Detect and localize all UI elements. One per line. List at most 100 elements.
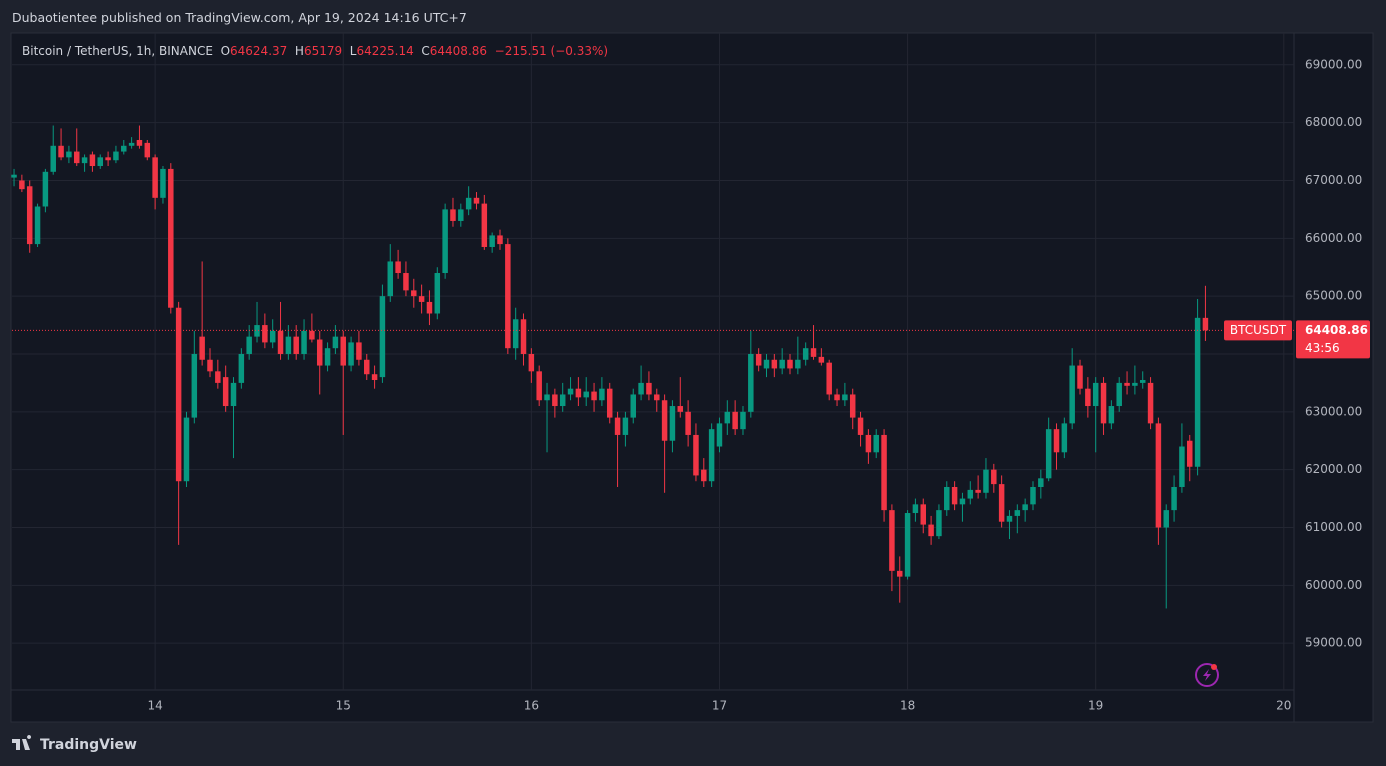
- y-tick-label: 65000.00: [1305, 289, 1362, 303]
- candle-body: [544, 394, 550, 401]
- candle-body: [254, 325, 260, 337]
- price-tag-value: 64408.86: [1305, 323, 1368, 337]
- ohlc-label: O: [220, 44, 231, 58]
- candle-body: [136, 139, 143, 146]
- candle-body: [277, 330, 284, 354]
- symbol-tag: [1224, 320, 1292, 341]
- candle-body: [991, 469, 997, 485]
- y-tick-label: 63000.00: [1305, 404, 1362, 418]
- candle-body: [230, 382, 237, 407]
- candle-body: [944, 487, 950, 511]
- y-tick-label: 68000.00: [1305, 115, 1362, 129]
- candle-body: [936, 510, 942, 537]
- candle-body: [536, 371, 542, 401]
- publisher: Dubaotientee published on TradingView.co…: [12, 10, 467, 25]
- candle-body: [262, 325, 268, 343]
- candle-body: [73, 151, 80, 164]
- candle-body: [567, 388, 574, 395]
- candle-body: [1022, 504, 1028, 511]
- candle-body: [1202, 317, 1209, 331]
- candle-body: [622, 417, 629, 435]
- candle-body: [215, 371, 221, 383]
- candle-body: [983, 469, 989, 493]
- candle-body: [951, 487, 958, 505]
- candle-body: [1100, 382, 1107, 424]
- candle-body: [207, 359, 213, 372]
- candle-body: [418, 296, 425, 302]
- candle-body: [364, 359, 370, 375]
- candle-body: [113, 151, 119, 161]
- candle-body: [1187, 440, 1193, 467]
- candle-body: [26, 186, 33, 245]
- candle-body: [34, 206, 41, 245]
- candle-body: [183, 417, 190, 482]
- candle-body: [1179, 446, 1185, 488]
- candle-body: [599, 388, 605, 401]
- candle-body: [520, 319, 527, 354]
- candle-body: [458, 209, 464, 221]
- open-value: 64624.37: [230, 44, 288, 58]
- price-tag: [1296, 320, 1370, 359]
- candle-body: [1116, 382, 1122, 407]
- x-tick-label: 17: [712, 699, 727, 713]
- candle-body: [755, 353, 762, 366]
- candle-body: [1069, 365, 1075, 424]
- candle-body: [1077, 365, 1083, 389]
- candle-body: [128, 142, 135, 146]
- candle-body: [897, 570, 903, 577]
- candle-body: [802, 348, 809, 360]
- symbol-title: Bitcoin / TetherUS, 1h, BINANCE: [22, 44, 213, 58]
- candle-body: [842, 394, 848, 401]
- candle-body: [575, 388, 582, 398]
- candle-body: [771, 359, 778, 369]
- x-tick-label: 16: [524, 699, 539, 713]
- candle-body: [606, 388, 613, 418]
- change: −215.51 (−0.33%): [494, 44, 609, 58]
- candle-body: [661, 400, 668, 441]
- candle-body: [168, 168, 174, 308]
- candle-body: [1124, 382, 1130, 386]
- candle-body: [873, 434, 879, 453]
- candle-body: [889, 510, 895, 571]
- candle-body: [693, 434, 699, 476]
- candle-body: [1132, 382, 1138, 386]
- candle-body: [818, 356, 825, 363]
- ohlc-label: H: [294, 44, 304, 58]
- candle-body: [324, 348, 331, 366]
- candle-body: [191, 353, 198, 418]
- candle-body: [199, 336, 205, 360]
- candle-body: [497, 235, 503, 245]
- candle-body: [269, 330, 276, 343]
- candle-body: [97, 157, 104, 167]
- candle-body: [998, 484, 1005, 522]
- candle-body: [395, 261, 401, 274]
- candle-body: [1092, 382, 1099, 407]
- candle-body: [1155, 423, 1162, 528]
- candle-body: [849, 394, 856, 418]
- candle-body: [685, 411, 691, 435]
- candle-body: [222, 377, 229, 407]
- candle-body: [638, 382, 644, 395]
- candle-body: [66, 151, 72, 158]
- candle-body: [371, 374, 378, 381]
- candle-body: [19, 180, 25, 190]
- candle-body: [779, 359, 785, 369]
- brand: TradingView: [40, 737, 137, 753]
- candle-body: [1038, 478, 1044, 488]
- candle-body: [1163, 510, 1169, 528]
- high-value: 65179: [303, 44, 343, 58]
- candle-body: [1085, 388, 1091, 407]
- x-tick-label: 18: [900, 699, 915, 713]
- candle-body: [881, 434, 887, 511]
- candle-body: [967, 489, 974, 499]
- candle-body: [1045, 429, 1052, 479]
- candle-body: [928, 524, 934, 537]
- candle-body: [81, 157, 88, 164]
- candle-body: [740, 411, 746, 430]
- candle-body: [630, 394, 636, 418]
- candle-body: [787, 359, 793, 369]
- candle-body: [50, 145, 56, 172]
- candle-body: [42, 171, 49, 207]
- candle-body: [904, 513, 911, 577]
- candle-body: [716, 423, 723, 447]
